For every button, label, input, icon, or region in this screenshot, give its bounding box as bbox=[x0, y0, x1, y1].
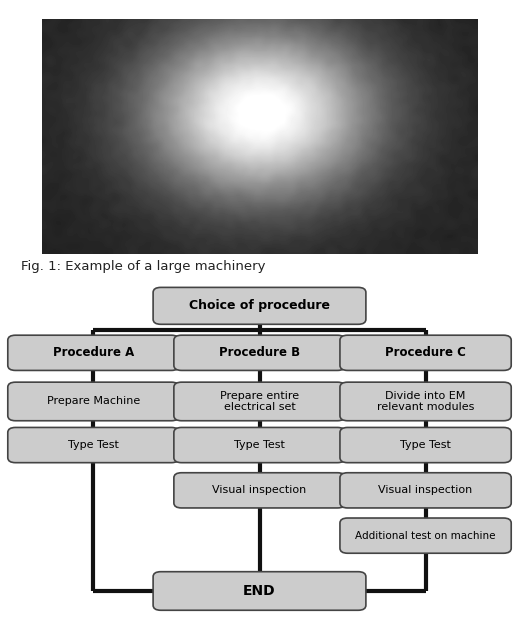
Text: Procedure B: Procedure B bbox=[219, 346, 300, 359]
FancyBboxPatch shape bbox=[340, 473, 511, 508]
FancyBboxPatch shape bbox=[174, 382, 345, 421]
Text: Choice of procedure: Choice of procedure bbox=[189, 299, 330, 312]
FancyBboxPatch shape bbox=[8, 335, 179, 371]
Text: Procedure C: Procedure C bbox=[385, 346, 466, 359]
Text: Type Test: Type Test bbox=[234, 440, 285, 450]
Text: Visual inspection: Visual inspection bbox=[378, 485, 473, 495]
FancyBboxPatch shape bbox=[8, 428, 179, 463]
Text: Type Test: Type Test bbox=[400, 440, 451, 450]
Text: END: END bbox=[243, 584, 276, 598]
FancyBboxPatch shape bbox=[340, 518, 511, 553]
FancyBboxPatch shape bbox=[174, 473, 345, 508]
Text: Prepare Machine: Prepare Machine bbox=[47, 396, 140, 406]
Text: Procedure A: Procedure A bbox=[53, 346, 134, 359]
Text: Fig. 1: Example of a large machinery: Fig. 1: Example of a large machinery bbox=[21, 260, 265, 273]
Text: Divide into EM
relevant modules: Divide into EM relevant modules bbox=[377, 391, 474, 412]
FancyBboxPatch shape bbox=[153, 287, 366, 324]
FancyBboxPatch shape bbox=[174, 428, 345, 463]
FancyBboxPatch shape bbox=[340, 335, 511, 371]
FancyBboxPatch shape bbox=[8, 382, 179, 421]
Text: Prepare entire
electrical set: Prepare entire electrical set bbox=[220, 391, 299, 412]
FancyBboxPatch shape bbox=[174, 335, 345, 371]
FancyBboxPatch shape bbox=[153, 572, 366, 610]
FancyBboxPatch shape bbox=[340, 428, 511, 463]
Text: Visual inspection: Visual inspection bbox=[212, 485, 307, 495]
Text: Additional test on machine: Additional test on machine bbox=[356, 530, 496, 540]
Text: Type Test: Type Test bbox=[68, 440, 119, 450]
FancyBboxPatch shape bbox=[340, 382, 511, 421]
